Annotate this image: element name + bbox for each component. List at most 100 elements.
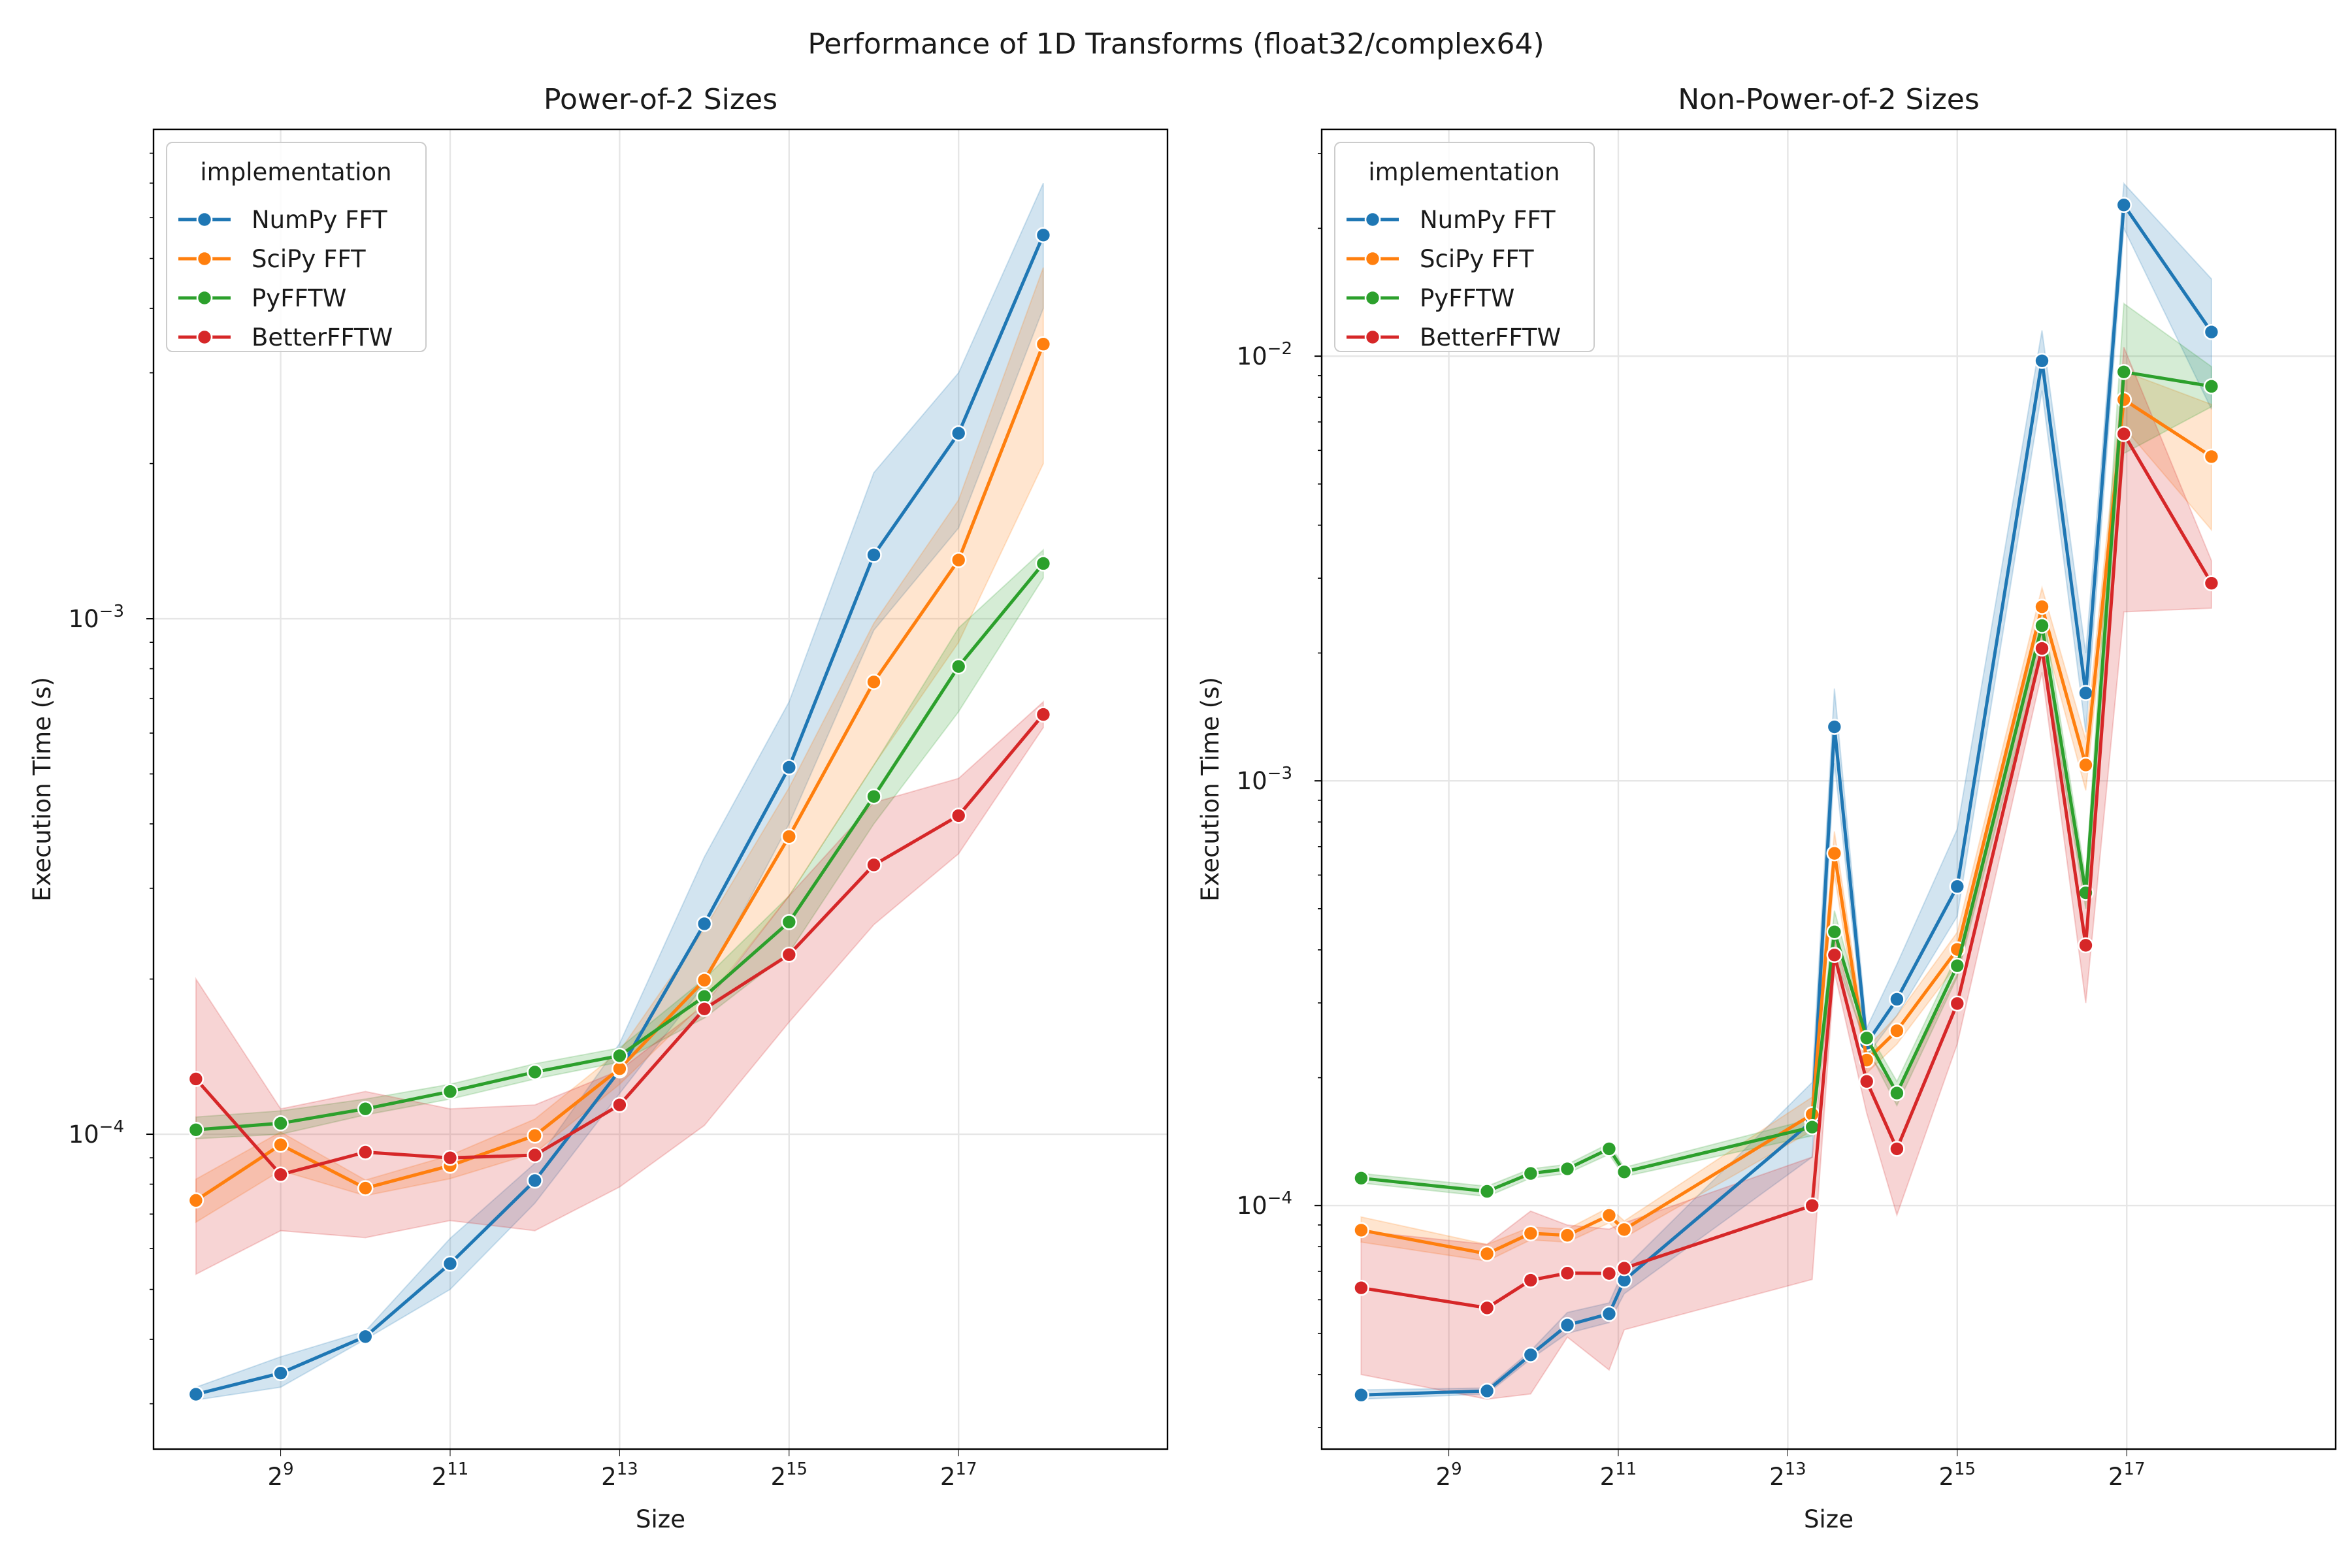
- legend: implementation NumPy FFT SciPy FFT PyFFTW Be…: [1334, 142, 1595, 352]
- data-point-betterfftw: [866, 857, 882, 874]
- data-point-pyfftw: [1601, 1141, 1618, 1157]
- data-point-numpy-fft: [188, 1386, 204, 1403]
- data-point-scipy-fft: [781, 828, 798, 845]
- y-axis-label: Execution Time (s): [28, 677, 56, 902]
- x-tick-label: 211: [432, 1460, 469, 1491]
- data-point-betterfftw: [1889, 1141, 1905, 1157]
- data-point-betterfftw: [2203, 575, 2220, 591]
- data-point-pyfftw: [2115, 363, 2132, 380]
- data-point-betterfftw: [2034, 640, 2050, 657]
- confidence-band-numpy-fft: [195, 182, 1044, 1401]
- data-point-numpy-fft: [1559, 1316, 1576, 1333]
- data-point-scipy-fft: [1035, 336, 1052, 353]
- y-tick-label: 10−4: [1237, 1188, 1292, 1220]
- data-point-betterfftw: [527, 1147, 543, 1164]
- legend-label-betterfftw: BetterFFTW: [252, 323, 393, 351]
- x-tick-label: 213: [1769, 1460, 1806, 1491]
- data-point-pyfftw: [1559, 1160, 1576, 1177]
- data-point-numpy-fft: [781, 759, 798, 776]
- data-point-pyfftw: [1858, 1030, 1875, 1047]
- data-point-numpy-fft: [866, 547, 882, 563]
- data-point-betterfftw: [1559, 1265, 1576, 1282]
- x-axis-label: Size: [636, 1505, 685, 1533]
- data-point-betterfftw: [950, 808, 967, 824]
- data-point-numpy-fft: [1601, 1305, 1618, 1322]
- legend-label-scipy-fft: SciPy FFT: [1420, 245, 1534, 273]
- data-point-scipy-fft: [1353, 1222, 1369, 1239]
- data-point-scipy-fft: [2203, 448, 2220, 465]
- data-point-betterfftw: [781, 946, 798, 963]
- data-point-pyfftw: [2203, 378, 2220, 395]
- confidence-band-pyfftw: [195, 548, 1044, 1140]
- data-point-betterfftw: [1826, 947, 1843, 964]
- panel-power-of-2: 29 211 213 215 217 10−4 10−3 Power-of-2 Sizes Si…: [28, 83, 1169, 1533]
- data-point-pyfftw: [527, 1064, 543, 1081]
- data-point-pyfftw: [357, 1100, 374, 1117]
- legend-marker-scipy-fft: [196, 250, 213, 267]
- data-point-betterfftw: [1949, 995, 1966, 1012]
- data-point-pyfftw: [272, 1115, 289, 1132]
- data-point-scipy-fft: [1559, 1227, 1576, 1244]
- data-point-betterfftw: [1616, 1260, 1633, 1277]
- x-tick-label: 211: [1600, 1460, 1637, 1491]
- x-tick-label: 29: [268, 1460, 294, 1491]
- legend-marker-pyfftw: [1364, 289, 1381, 306]
- x-tick-label: 213: [601, 1460, 638, 1491]
- data-point-numpy-fft: [696, 915, 713, 932]
- data-point-pyfftw: [1035, 555, 1052, 572]
- legend-box: [166, 142, 427, 352]
- data-point-numpy-fft: [1035, 227, 1052, 244]
- data-point-betterfftw: [188, 1071, 204, 1087]
- minor-ticks: [1318, 153, 1322, 1428]
- legend-marker-numpy-fft: [1364, 211, 1381, 228]
- legend-marker-scipy-fft: [1364, 250, 1381, 267]
- x-axis-label: Size: [1804, 1505, 1854, 1533]
- data-point-scipy-fft: [2034, 598, 2050, 615]
- data-point-scipy-fft: [1826, 845, 1843, 862]
- data-point-pyfftw: [2034, 617, 2050, 634]
- data-point-betterfftw: [1804, 1197, 1821, 1214]
- data-point-scipy-fft: [950, 551, 967, 568]
- data-point-pyfftw: [1889, 1085, 1905, 1102]
- data-point-pyfftw: [1522, 1165, 1539, 1182]
- data-point-numpy-fft: [1353, 1386, 1369, 1403]
- y-tick-label: 10−3: [1237, 764, 1292, 795]
- y-tick-label: 10−3: [69, 602, 124, 633]
- data-point-betterfftw: [1035, 706, 1052, 723]
- data-point-pyfftw: [1949, 957, 1966, 974]
- panel-title: Power-of-2 Sizes: [544, 83, 777, 116]
- legend-label-scipy-fft: SciPy FFT: [252, 245, 366, 273]
- data-point-betterfftw: [442, 1149, 459, 1166]
- y-tick-label: 10−2: [1237, 339, 1292, 370]
- data-point-numpy-fft: [950, 425, 967, 442]
- data-point-scipy-fft: [1616, 1221, 1633, 1238]
- confidence-band-betterfftw: [195, 700, 1044, 1276]
- legend-box: [1334, 142, 1595, 352]
- plot-area: [1353, 182, 2220, 1403]
- data-point-scipy-fft: [866, 674, 882, 691]
- data-point-numpy-fft: [357, 1328, 374, 1345]
- data-point-scipy-fft: [527, 1127, 543, 1144]
- legend-label-pyfftw: PyFFTW: [252, 284, 346, 312]
- data-point-betterfftw: [1522, 1272, 1539, 1288]
- plot-frame: [1320, 128, 2337, 1450]
- data-point-pyfftw: [1616, 1164, 1633, 1181]
- legend-label-betterfftw: BetterFFTW: [1420, 323, 1561, 351]
- data-point-betterfftw: [1858, 1073, 1875, 1090]
- legend-title: implementation: [200, 158, 391, 186]
- data-point-numpy-fft: [1949, 878, 1966, 895]
- data-point-numpy-fft: [442, 1255, 459, 1272]
- x-tick-label: 217: [940, 1460, 977, 1491]
- data-point-scipy-fft: [1522, 1225, 1539, 1242]
- data-point-pyfftw: [188, 1121, 204, 1138]
- data-point-betterfftw: [1601, 1265, 1618, 1282]
- data-point-numpy-fft: [2034, 352, 2050, 369]
- data-point-pyfftw: [866, 788, 882, 805]
- data-point-betterfftw: [2078, 937, 2094, 954]
- legend-label-pyfftw: PyFFTW: [1420, 284, 1514, 312]
- data-point-numpy-fft: [1478, 1382, 1495, 1399]
- x-tick-label: 29: [1436, 1460, 1462, 1491]
- panel-title: Non-Power-of-2 Sizes: [1678, 83, 1980, 116]
- legend-label-numpy-fft: NumPy FFT: [252, 206, 387, 234]
- data-point-numpy-fft: [1889, 991, 1905, 1007]
